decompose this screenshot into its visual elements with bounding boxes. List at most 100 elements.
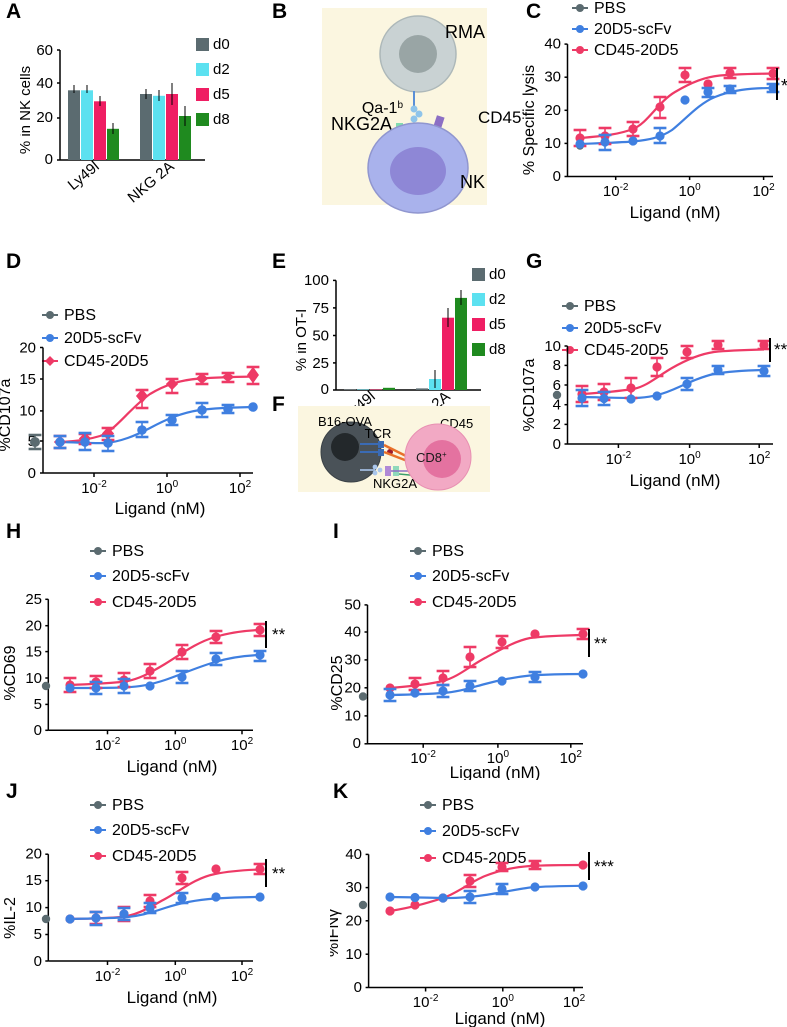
- svg-text:40: 40: [344, 624, 361, 641]
- svg-text:100: 100: [164, 736, 187, 754]
- svg-text:20: 20: [36, 109, 53, 126]
- svg-text:Ligand (nM): Ligand (nM): [127, 757, 218, 776]
- svg-text:CD45: CD45: [478, 108, 521, 127]
- svg-text:CD45-20D5: CD45-20D5: [112, 848, 197, 865]
- svg-text:102: 102: [560, 749, 583, 767]
- svg-text:0: 0: [354, 979, 362, 996]
- svg-text:20D5-scFv: 20D5-scFv: [594, 21, 671, 38]
- svg-text:102: 102: [229, 479, 252, 497]
- svg-text:Ly49l: Ly49l: [65, 158, 103, 194]
- svg-text:20: 20: [345, 913, 362, 930]
- svg-text:30: 30: [344, 652, 361, 669]
- svg-text:CD45-20D5: CD45-20D5: [432, 594, 517, 611]
- svg-text:0: 0: [34, 953, 42, 970]
- svg-text:10: 10: [25, 899, 42, 916]
- svg-text:0: 0: [553, 168, 561, 185]
- svg-text:40: 40: [544, 36, 561, 53]
- svg-text:20D5-scFv: 20D5-scFv: [112, 822, 189, 839]
- svg-text:20: 20: [544, 102, 561, 119]
- svg-text:100: 100: [156, 479, 179, 497]
- svg-text:NK: NK: [460, 172, 485, 192]
- svg-text:10-2: 10-2: [410, 749, 436, 767]
- svg-text:25: 25: [25, 591, 42, 608]
- svg-text:25: 25: [312, 355, 329, 372]
- svg-text:%CD107a: %CD107a: [521, 358, 538, 431]
- svg-text:100: 100: [678, 450, 701, 468]
- svg-text:10: 10: [19, 403, 36, 420]
- svg-text:CD45-20D5: CD45-20D5: [64, 353, 149, 370]
- svg-text:% Specific lysis: % Specific lysis: [521, 65, 538, 175]
- svg-text:15: 15: [25, 644, 42, 661]
- svg-text:Ligand (nM): Ligand (nM): [630, 203, 721, 222]
- svg-text:0: 0: [28, 465, 36, 482]
- svg-text:75: 75: [312, 300, 329, 317]
- svg-text:d8: d8: [489, 341, 506, 358]
- svg-text:NKG 2A: NKG 2A: [124, 158, 177, 206]
- svg-text:%IFNγ: %IFNγ: [330, 909, 342, 957]
- svg-text:10: 10: [345, 946, 362, 963]
- svg-text:20: 20: [344, 680, 361, 697]
- svg-text:20D5-scFv: 20D5-scFv: [112, 568, 189, 585]
- svg-text:100: 100: [304, 272, 329, 289]
- svg-text:**: **: [272, 625, 286, 644]
- svg-text:Ligand (nM): Ligand (nM): [630, 471, 721, 490]
- svg-text:10: 10: [544, 338, 561, 355]
- svg-text:15: 15: [19, 371, 36, 388]
- svg-text:0: 0: [321, 381, 329, 398]
- svg-text:8: 8: [553, 357, 561, 374]
- svg-text:10: 10: [344, 708, 361, 725]
- svg-text:CD45-20D5: CD45-20D5: [442, 850, 527, 867]
- svg-text:50: 50: [312, 328, 329, 345]
- svg-text:20: 20: [25, 618, 42, 635]
- svg-text:%CD25: %CD25: [330, 655, 346, 710]
- svg-text:10-2: 10-2: [413, 993, 439, 1011]
- svg-text:30: 30: [544, 69, 561, 86]
- svg-text:0: 0: [553, 436, 561, 453]
- svg-text:CD45-20D5: CD45-20D5: [594, 42, 679, 59]
- svg-text:NKG2A: NKG2A: [331, 114, 392, 134]
- svg-text:20: 20: [25, 846, 42, 863]
- svg-text:60: 60: [36, 42, 53, 59]
- svg-text:10: 10: [25, 670, 42, 687]
- svg-text:20D5-scFv: 20D5-scFv: [64, 330, 141, 347]
- svg-text:102: 102: [231, 736, 254, 754]
- svg-text:5: 5: [34, 696, 42, 713]
- svg-text:10-2: 10-2: [95, 967, 121, 985]
- svg-text:102: 102: [752, 182, 775, 200]
- svg-text:% in OT-I: % in OT-I: [296, 309, 310, 372]
- svg-text:102: 102: [748, 450, 771, 468]
- svg-text:PBS: PBS: [594, 0, 626, 17]
- svg-text:NKG2A: NKG2A: [373, 476, 417, 491]
- svg-text:d0: d0: [489, 266, 506, 283]
- svg-text:PBS: PBS: [442, 797, 474, 814]
- svg-text:PBS: PBS: [64, 307, 96, 324]
- svg-text:**: **: [774, 340, 787, 359]
- svg-text:102: 102: [563, 993, 586, 1011]
- svg-text:*: *: [781, 76, 787, 96]
- svg-text:d2: d2: [213, 61, 230, 78]
- svg-text:% in NK cells: % in NK cells: [20, 66, 34, 154]
- svg-text:20D5-scFv: 20D5-scFv: [584, 320, 661, 337]
- svg-text:2: 2: [553, 416, 561, 433]
- svg-text:102: 102: [231, 967, 254, 985]
- svg-text:10-2: 10-2: [95, 736, 121, 754]
- svg-text:PBS: PBS: [584, 298, 616, 315]
- svg-text:40: 40: [345, 846, 362, 863]
- svg-text:TCR: TCR: [365, 426, 392, 441]
- svg-text:CD45-20D5: CD45-20D5: [112, 594, 197, 611]
- svg-text:Ligand (nM): Ligand (nM): [455, 1009, 546, 1027]
- svg-text:**: **: [272, 864, 286, 883]
- svg-text:d5: d5: [489, 316, 506, 333]
- svg-text:%CD69: %CD69: [2, 645, 19, 700]
- svg-text:%IL-2: %IL-2: [2, 897, 19, 939]
- svg-text:15: 15: [25, 872, 42, 889]
- svg-text:RMA: RMA: [445, 22, 485, 42]
- svg-text:100: 100: [678, 182, 701, 200]
- svg-text:20D5-scFv: 20D5-scFv: [442, 823, 519, 840]
- svg-text:40: 40: [36, 75, 53, 92]
- svg-text:d8: d8: [213, 111, 230, 128]
- svg-text:10-2: 10-2: [606, 450, 632, 468]
- svg-text:20: 20: [19, 340, 36, 357]
- svg-text:0: 0: [34, 722, 42, 739]
- svg-text:Ligand (nM): Ligand (nM): [127, 988, 218, 1007]
